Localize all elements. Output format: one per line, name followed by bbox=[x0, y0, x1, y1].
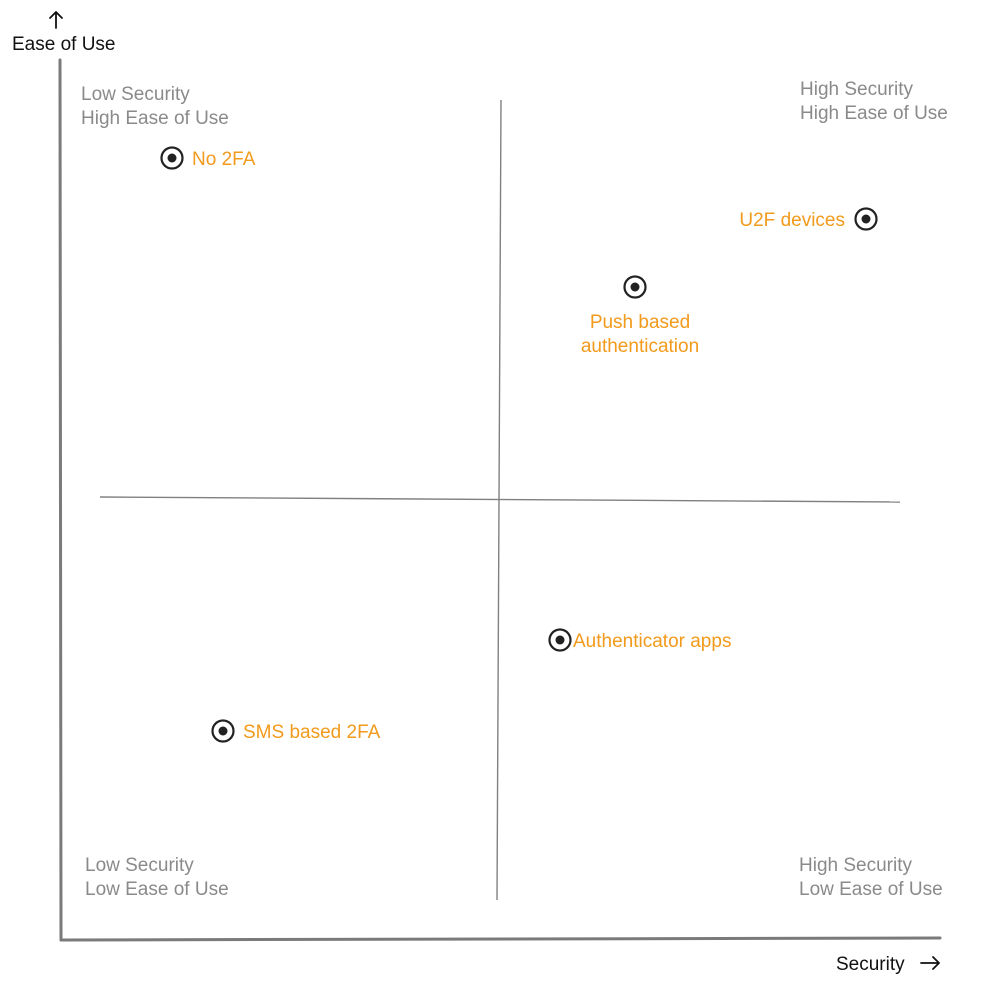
item-u2f-devices: U2F devices bbox=[739, 209, 876, 232]
x-axis-label: Security bbox=[836, 954, 905, 975]
y-axis-label: Ease of Use bbox=[12, 34, 116, 55]
quadrant-bottom-right-line1: High Security bbox=[799, 855, 912, 876]
item-authenticator-apps: Authenticator apps bbox=[550, 630, 732, 653]
target-marker-icon bbox=[162, 148, 183, 169]
horizontal-divider bbox=[100, 497, 900, 502]
quadrant-label-bottom-right: High Security Low Ease of Use bbox=[799, 855, 943, 900]
quadrant-bottom-left-line2: Low Ease of Use bbox=[85, 879, 229, 900]
quadrant-bottom-right-line2: Low Ease of Use bbox=[799, 879, 943, 900]
y-axis-line bbox=[60, 60, 61, 940]
item-label: Authenticator apps bbox=[573, 631, 731, 652]
item-label: SMS based 2FA bbox=[243, 722, 381, 743]
quadrant-top-left-line1: Low Security bbox=[81, 84, 190, 105]
quadrant-top-right-line1: High Security bbox=[800, 79, 913, 100]
quadrant-label-bottom-left: Low Security Low Ease of Use bbox=[85, 855, 229, 900]
quadrant-label-top-left: Low Security High Ease of Use bbox=[81, 84, 229, 129]
target-marker-icon bbox=[625, 277, 646, 298]
item-push-based-authentication: Push based authentication bbox=[581, 277, 699, 358]
quadrant-top-right-line2: High Ease of Use bbox=[800, 103, 948, 124]
item-label-line2: authentication bbox=[581, 336, 699, 357]
quadrant-top-left-line2: High Ease of Use bbox=[81, 108, 229, 129]
target-marker-icon bbox=[856, 209, 877, 230]
item-label: U2F devices bbox=[739, 210, 845, 231]
quadrant-bottom-left-line1: Low Security bbox=[85, 855, 194, 876]
item-no-2fa: No 2FA bbox=[162, 148, 256, 171]
up-arrow-icon bbox=[50, 12, 62, 28]
item-label-line1: Push based bbox=[590, 312, 690, 333]
target-marker-icon bbox=[550, 630, 571, 651]
quadrant-label-top-right: High Security High Ease of Use bbox=[800, 79, 948, 124]
item-sms-based-2fa: SMS based 2FA bbox=[213, 721, 381, 744]
right-arrow-icon bbox=[921, 957, 939, 969]
target-marker-icon bbox=[213, 721, 234, 742]
x-axis-line bbox=[61, 938, 940, 940]
item-label: No 2FA bbox=[192, 149, 256, 170]
